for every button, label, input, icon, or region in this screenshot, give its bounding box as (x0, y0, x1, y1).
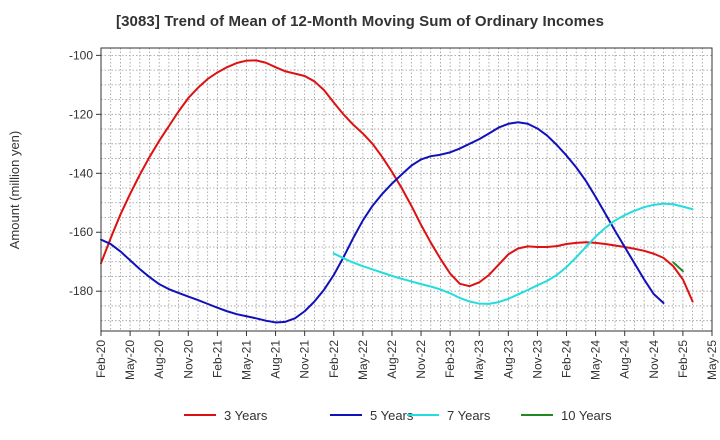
x-tick-label: Nov-21 (298, 340, 312, 379)
y-tick-label: -100 (69, 48, 93, 62)
x-tick-label: May-21 (239, 340, 253, 380)
grid (101, 48, 712, 331)
x-tick-label: Aug-20 (152, 340, 166, 379)
legend-label-10-years: 10 Years (561, 408, 612, 423)
plot-border (100, 47, 713, 332)
x-tick-label: Aug-21 (269, 340, 283, 379)
x-tick-label: Aug-23 (501, 340, 515, 379)
x-tick-label: Nov-23 (530, 340, 544, 379)
x-tick-label: May-22 (356, 340, 370, 380)
y-tick-label: -120 (69, 107, 93, 121)
y-axis-title: Amount (million yen) (7, 131, 22, 250)
x-tick-label: Feb-21 (210, 340, 224, 378)
x-tick-label: Nov-22 (414, 340, 428, 379)
x-axis: Feb-20 May-20 Aug-20 Nov-20 Feb-21 May-21 Aug-… (94, 331, 719, 380)
x-tick-label: May-23 (472, 340, 486, 380)
x-tick-label: Nov-24 (647, 340, 661, 379)
x-tick-label: Aug-24 (618, 340, 632, 379)
x-tick-label: Feb-23 (443, 340, 457, 378)
chart-title: [3083] Trend of Mean of 12-Month Moving … (115, 13, 605, 30)
x-tick-label: Aug-22 (385, 340, 399, 379)
x-tick-label: Feb-22 (327, 340, 341, 378)
y-tick-label: -140 (69, 166, 93, 180)
y-tick-label: -160 (69, 225, 93, 239)
x-tick-label: May-20 (123, 340, 137, 380)
legend-label-7-years: 7 Years (447, 408, 491, 423)
series-line-10-years (672, 261, 684, 273)
x-tick-label: Feb-20 (94, 340, 108, 378)
plot-background (101, 48, 712, 331)
legend-label-3-years: 3 Years (224, 408, 268, 423)
series-line-5-years (100, 121, 665, 324)
legend-label-5-years: 5 Years (370, 408, 414, 423)
series-line-7-years (332, 202, 694, 305)
x-tick-label: Nov-20 (181, 340, 195, 379)
x-tick-label: Feb-24 (560, 340, 574, 378)
y-tick-label: -180 (69, 284, 93, 298)
x-tick-label: May-24 (589, 340, 603, 380)
series-lines (100, 59, 694, 324)
x-tick-label: May-25 (705, 340, 719, 380)
x-tick-label: Feb-25 (676, 340, 690, 378)
y-axis: -100 -120 -140 -160 -180 (69, 48, 101, 298)
legend: 3 Years 5 Years 7 Years 10 Years (184, 408, 612, 423)
